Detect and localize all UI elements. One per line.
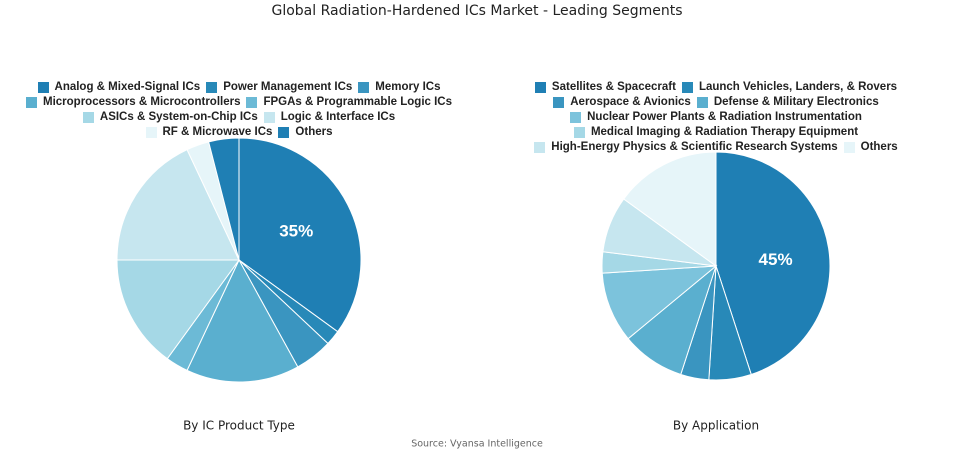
legend-item: Defense & Military Electronics [696,95,879,109]
pie-slice [208,137,240,261]
data-label: 45% [759,250,793,269]
legend-item: Aerospace & Avionics [553,95,691,109]
chart-caption: By IC Product Type [183,419,295,433]
legend-item: Logic & Interface ICs [263,110,396,124]
legend-swatch [696,96,708,108]
legend-item: Others [278,125,333,139]
legend-swatch [278,126,290,138]
pie-slice [186,258,299,383]
legend-swatch [358,81,370,93]
pie-slice [116,148,240,261]
legend-label: Others [295,126,333,138]
legend-item: Microprocessors & Microcontrollers [26,95,240,109]
legend-swatch [534,81,546,93]
legend-swatch [246,96,258,108]
legend-item: Satellites & Spacecraft [534,80,676,94]
legend-label: Satellites & Spacecraft [551,81,676,93]
data-label: 35% [279,221,313,240]
legend-item: Medical Imaging & Radiation Therapy Equi… [573,125,859,139]
legend-label: Launch Vehicles, Landers, & Rovers [698,81,898,93]
legend-item: ASICs & System-on-Chip ICs [82,110,258,124]
legend-swatch [263,111,275,123]
legend-label: Memory ICs [375,81,441,93]
chart-caption: By Application [673,419,759,433]
legend-label: FPGAs & Programmable Logic ICs [263,96,452,108]
legend-item: Power Management ICs [206,80,352,94]
pie-slice [715,151,831,376]
legend-item: FPGAs & Programmable Logic ICs [246,95,452,109]
page-title: Global Radiation-Hardened ICs Market - L… [271,3,682,19]
legend-swatch [206,81,218,93]
legend-label: High-Energy Physics & Scientific Researc… [551,141,838,153]
legend-label: Microprocessors & Microcontrollers [43,96,241,108]
legend-item: Launch Vehicles, Landers, & Rovers [681,80,898,94]
pie-slice [238,137,362,333]
legend-label: Defense & Military Electronics [713,96,879,108]
legend-label: Logic & Interface ICs [280,111,396,123]
pie-slice [623,151,717,267]
legend-label: Medical Imaging & Radiation Therapy Equi… [590,126,859,138]
source: Source: Vyansa Intelligence [411,439,543,450]
legend-label: Others [860,141,898,153]
pie-slice [601,265,718,340]
legend: Satellites & Spacecraft Launch Vehicles, … [530,80,902,154]
legend-item: High-Energy Physics & Scientific Researc… [534,140,838,154]
legend-item: Nuclear Power Plants & Radiation Instrum… [570,110,862,124]
legend-label: Power Management ICs [223,81,353,93]
legend-label: Aerospace & Avionics [570,96,691,108]
legend-label: Nuclear Power Plants & Radiation Instrum… [587,111,862,123]
legend-swatch [82,111,94,123]
legend-swatch [26,96,37,108]
legend-swatch [843,141,855,153]
legend: Analog & Mixed-Signal ICs Power Managemen… [24,80,454,139]
legend-item: Analog & Mixed-Signal ICs [37,80,201,94]
legend-swatch [553,96,565,108]
legend-item: RF & Microwave ICs [145,125,273,139]
legend-swatch [570,111,582,123]
legend-swatch [37,81,49,93]
legend-swatch [534,141,546,153]
legend-label: RF & Microwave ICs [162,126,273,138]
legend-label: ASICs & System-on-Chip ICs [99,111,258,123]
legend-swatch [681,81,693,93]
legend-label: Analog & Mixed-Signal ICs [54,81,201,93]
legend-swatch [573,126,585,138]
legend-swatch [145,126,157,138]
legend-item: Memory ICs [358,80,440,94]
legend-item: Others [843,140,898,154]
pie-slice [116,259,240,360]
